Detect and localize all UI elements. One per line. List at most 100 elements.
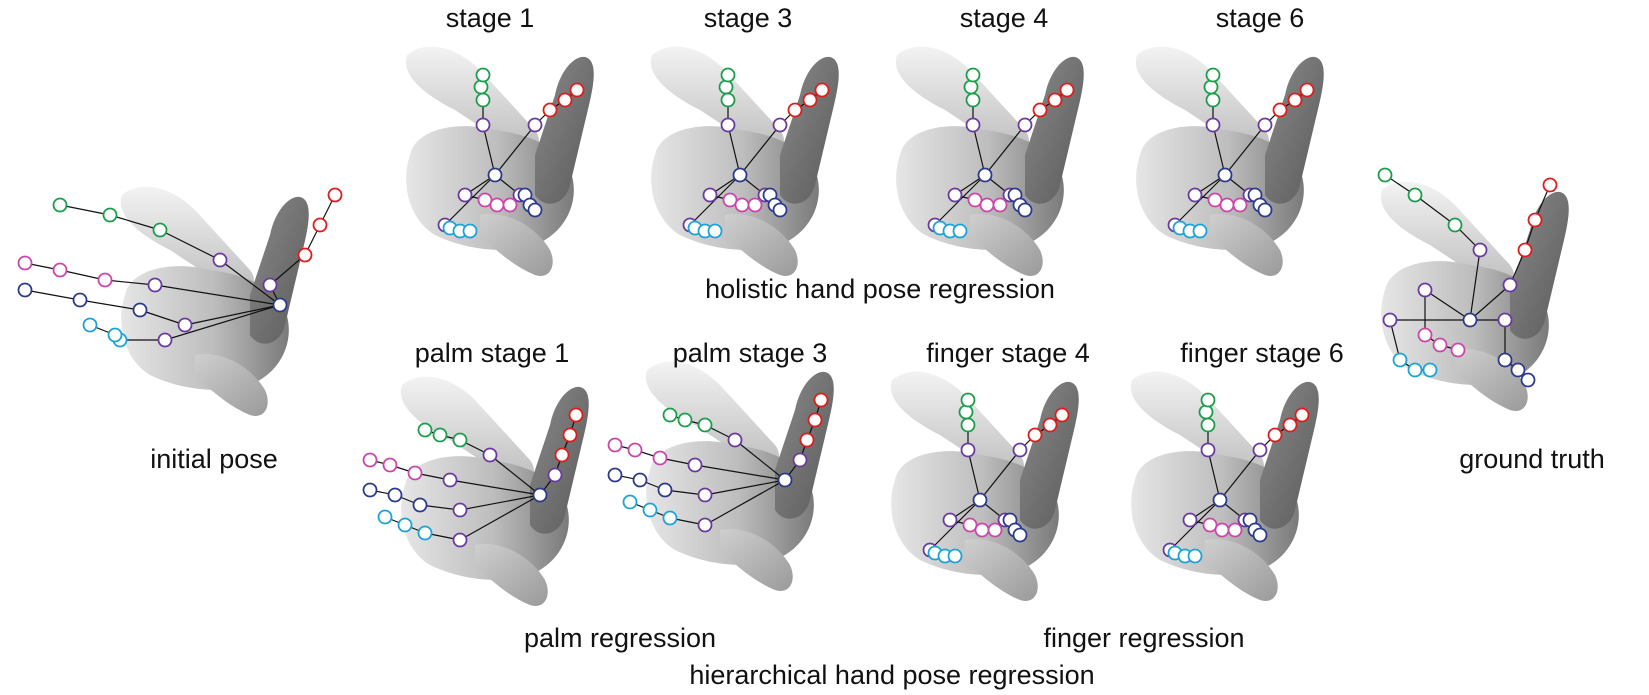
pinky-joint — [542, 102, 558, 118]
hand-depth-image — [890, 371, 1079, 601]
palm-joint — [547, 467, 563, 483]
middle-joint — [1510, 362, 1526, 378]
ring-joint — [475, 67, 491, 83]
pinky-joint — [1027, 427, 1043, 443]
index-joint — [1207, 192, 1223, 208]
skeleton-bone — [694, 464, 786, 481]
palm-joint — [452, 532, 468, 548]
panel-h6 — [1135, 46, 1324, 276]
middle-joint — [132, 302, 148, 318]
ring-joint — [1200, 392, 1216, 408]
panel-h1 — [405, 46, 594, 276]
ring-joint — [718, 79, 734, 95]
hand-depth-image — [400, 376, 589, 606]
panel-gt — [1377, 167, 1569, 411]
palm-joint — [1382, 312, 1398, 328]
index-joint — [992, 197, 1008, 213]
pinky-joint — [1042, 417, 1058, 433]
hand-lower-finger-shape — [480, 214, 553, 276]
skeleton-bone — [482, 124, 496, 176]
pinky-joint — [1527, 212, 1543, 228]
palm-joint — [960, 442, 976, 458]
hand-thumb-shape — [1510, 191, 1569, 339]
middle-joint — [1012, 527, 1028, 543]
hand-index-finger-shape — [405, 46, 540, 154]
middle-joint — [772, 202, 788, 218]
hand-thumb-shape — [1020, 381, 1079, 529]
palm-joint — [1257, 117, 1273, 133]
palm-joint — [947, 187, 963, 203]
skeleton-bone — [24, 289, 81, 301]
hand-skeleton — [607, 392, 829, 533]
ground-truth-label: ground truth — [1459, 444, 1605, 474]
index-joint — [747, 197, 763, 213]
pinky-joint — [807, 412, 823, 428]
middle-joint — [1252, 527, 1268, 543]
index-joint — [734, 197, 750, 213]
thumb-joint — [1392, 352, 1408, 368]
hand-index-finger-shape — [400, 376, 535, 484]
skeleton-bone — [164, 304, 281, 341]
wrist-joint — [977, 167, 993, 183]
hand-index-finger-shape — [1135, 46, 1270, 154]
pinky-joint — [1542, 177, 1558, 193]
ring-joint — [1205, 67, 1221, 83]
skeleton-bone — [1424, 289, 1471, 321]
middle-joint — [387, 487, 403, 503]
hand-skeleton — [362, 407, 584, 548]
wrist-joint — [532, 487, 548, 503]
index-joint — [1232, 197, 1248, 213]
skeleton-bone — [1212, 124, 1226, 176]
hand-thumb-shape — [780, 56, 839, 204]
pinky-joint — [1299, 82, 1315, 98]
skeleton-bone — [59, 204, 111, 216]
thumb-joint — [642, 502, 658, 518]
skeleton-bone — [1414, 194, 1456, 226]
palm-joint — [1200, 442, 1216, 458]
pinky-joint — [1054, 407, 1070, 423]
hand-skeleton — [17, 187, 343, 348]
pinky-joint — [1047, 92, 1063, 108]
thumb-joint — [1187, 548, 1203, 564]
palm-joint — [157, 332, 173, 348]
hand-skeleton — [682, 67, 830, 239]
thumb-joint — [947, 548, 963, 564]
pinky-joint — [1517, 242, 1533, 258]
pinky-joint — [1272, 102, 1288, 118]
palm-joint — [1017, 117, 1033, 133]
palm-joint — [442, 472, 458, 488]
index-joint — [979, 197, 995, 213]
skeleton-bone — [139, 309, 186, 326]
palm-joint — [475, 117, 491, 133]
palm-joint — [702, 187, 718, 203]
palm-joint — [942, 512, 958, 528]
palm-joint — [1497, 312, 1513, 328]
skeleton-bone — [1224, 124, 1266, 176]
middle-joint — [72, 292, 88, 308]
palm-joint — [1502, 277, 1518, 293]
hand-lower-finger-shape — [720, 529, 793, 591]
pinky-joint — [1282, 417, 1298, 433]
pinky-joint — [1294, 407, 1310, 423]
index-joint — [967, 192, 983, 208]
palm-joint — [457, 187, 473, 203]
index-joint — [407, 465, 423, 481]
skeleton-bone — [459, 494, 541, 511]
ring-joint — [417, 422, 433, 438]
palm-joint — [177, 317, 193, 333]
palm-joint — [772, 117, 788, 133]
palm-joint — [697, 517, 713, 533]
wrist-joint — [1462, 312, 1478, 328]
pinky-joint — [1267, 427, 1283, 443]
panel-f4 — [890, 371, 1079, 601]
hand-depth-image — [650, 46, 839, 276]
pinky-joint — [802, 92, 818, 108]
skeleton-bone — [984, 124, 1026, 176]
index-joint — [1219, 197, 1235, 213]
skeleton-bone — [1219, 449, 1261, 501]
thumb-joint — [1407, 362, 1423, 378]
pinky-joint — [327, 187, 343, 203]
hand-index-finger-shape — [1380, 181, 1515, 289]
index-joint — [722, 192, 738, 208]
